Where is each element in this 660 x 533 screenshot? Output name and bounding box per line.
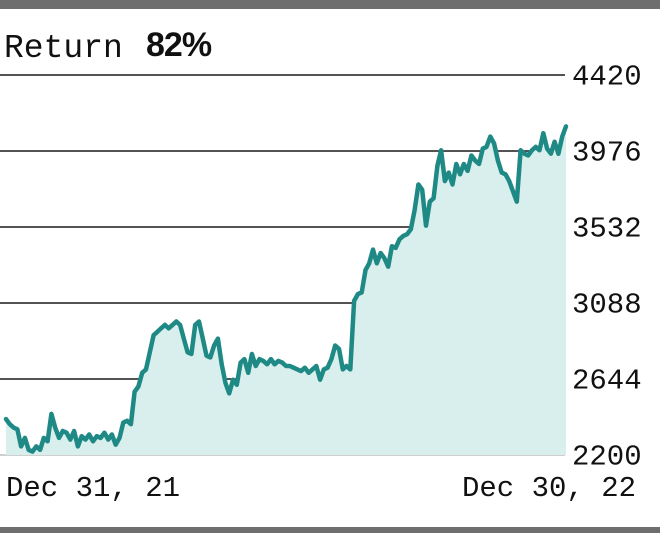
series-area <box>6 126 566 456</box>
series-line <box>3 124 569 454</box>
x-tick-end: Dec 30, 22 <box>461 472 636 505</box>
x-tick-start: Dec 31, 21 <box>6 472 181 505</box>
y-tick-label: 3088 <box>572 289 642 322</box>
return-label: Return <box>4 30 123 67</box>
y-tick-label: 4420 <box>572 61 642 94</box>
y-tick-label: 2200 <box>572 441 642 474</box>
y-tick-label: 3532 <box>572 213 642 246</box>
bottom-border <box>0 527 660 533</box>
y-axis-ticks: 2200 2644 3088 3532 3976 4420 <box>572 61 642 474</box>
top-border <box>0 0 660 9</box>
return-value: 82% <box>146 26 212 64</box>
y-tick-label: 3976 <box>572 137 642 170</box>
y-tick-label: 2644 <box>572 365 642 398</box>
